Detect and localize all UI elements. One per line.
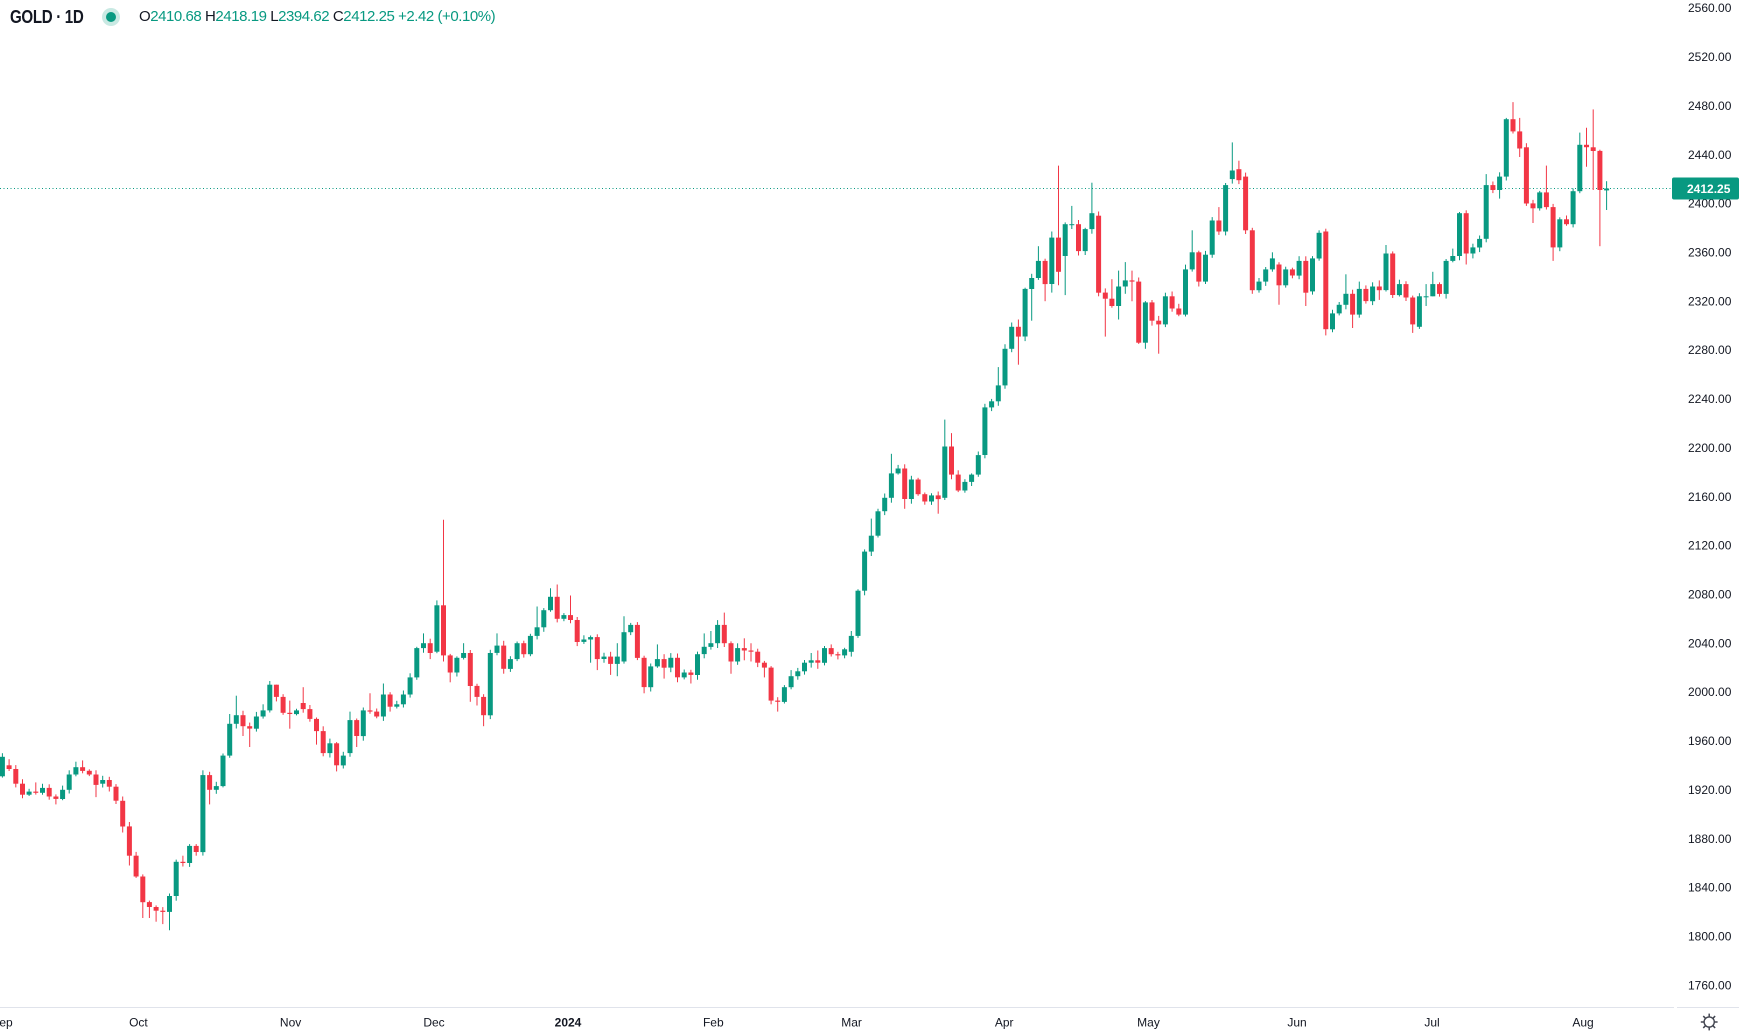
svg-text:1800.00: 1800.00 [1688,930,1732,944]
svg-text:2360.00: 2360.00 [1688,246,1732,260]
svg-text:Dec: Dec [423,1016,444,1030]
svg-text:Sep: Sep [0,1016,13,1030]
svg-text:May: May [1137,1016,1160,1030]
svg-text:Feb: Feb [703,1016,724,1030]
svg-text:Oct: Oct [129,1016,148,1030]
svg-text:1840.00: 1840.00 [1688,881,1732,895]
svg-text:Jun: Jun [1287,1016,1306,1030]
svg-text:2000.00: 2000.00 [1688,685,1732,699]
svg-text:2400.00: 2400.00 [1688,197,1732,211]
svg-text:2040.00: 2040.00 [1688,636,1732,650]
svg-text:Apr: Apr [995,1016,1014,1030]
svg-text:2240.00: 2240.00 [1688,392,1732,406]
svg-text:1880.00: 1880.00 [1688,832,1732,846]
svg-text:Aug: Aug [1572,1016,1593,1030]
svg-text:2200.00: 2200.00 [1688,441,1732,455]
svg-text:2520.00: 2520.00 [1688,50,1732,64]
svg-text:1960.00: 1960.00 [1688,734,1732,748]
svg-text:2080.00: 2080.00 [1688,588,1732,602]
svg-text:Nov: Nov [280,1016,301,1030]
svg-text:2120.00: 2120.00 [1688,539,1732,553]
svg-text:2280.00: 2280.00 [1688,343,1732,357]
svg-text:2320.00: 2320.00 [1688,294,1732,308]
svg-text:2560.00: 2560.00 [1688,1,1732,15]
svg-text:2160.00: 2160.00 [1688,490,1732,504]
svg-text:1920.00: 1920.00 [1688,783,1732,797]
svg-text:Mar: Mar [841,1016,862,1030]
svg-text:2024: 2024 [555,1016,582,1030]
svg-text:Jul: Jul [1424,1016,1439,1030]
svg-text:2480.00: 2480.00 [1688,99,1732,113]
svg-text:2440.00: 2440.00 [1688,148,1732,162]
svg-text:1760.00: 1760.00 [1688,978,1732,992]
svg-text:2412.25: 2412.25 [1687,182,1731,196]
